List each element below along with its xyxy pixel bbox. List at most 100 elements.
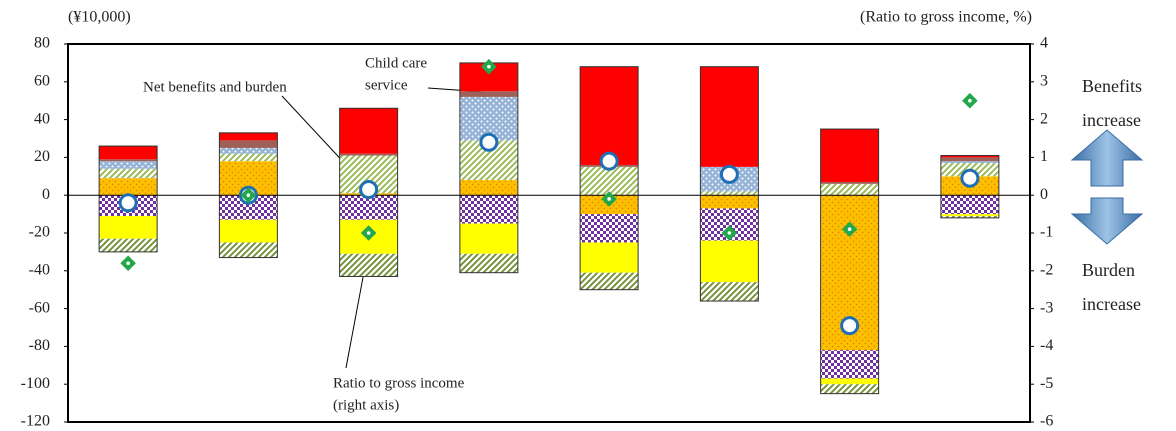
bar-segment <box>339 253 398 277</box>
annotation: (right axis) <box>333 397 399 413</box>
y-axis-label: (¥10,000) <box>68 9 131 26</box>
bar-segment <box>820 350 879 379</box>
annotation: Child care <box>365 55 427 71</box>
net-marker <box>719 164 739 184</box>
bar-segment <box>580 66 639 165</box>
ratio-marker-dot <box>126 261 130 266</box>
ratio-marker-dot <box>607 197 611 201</box>
bar-segment <box>99 146 158 160</box>
annotation: increase <box>1082 110 1141 130</box>
ratio-marker-dot <box>968 98 972 103</box>
bar-segment <box>219 132 278 141</box>
ratio-marker-dot <box>246 193 251 197</box>
bar-segment <box>219 140 278 148</box>
bar-outline <box>339 107 399 277</box>
bar-segment <box>339 153 398 156</box>
y-tick-label: -60 <box>29 299 50 316</box>
bar-segment <box>940 214 999 216</box>
y-tick-label: -40 <box>29 261 50 278</box>
annotation: Benefits <box>1082 76 1142 96</box>
net-marker <box>359 180 379 200</box>
y-tick-label: 60 <box>34 72 50 89</box>
bar-segment <box>459 180 518 196</box>
bar-segment <box>700 191 759 196</box>
y-tick-label: 0 <box>42 186 50 203</box>
bar-segment <box>459 223 518 254</box>
bar-segment <box>580 272 639 290</box>
ratio-marker <box>601 191 617 207</box>
y-tick-label: 40 <box>34 110 50 127</box>
bar-segment <box>99 161 158 169</box>
bar-segment <box>99 238 158 252</box>
y2-tick-label: 4 <box>1040 35 1048 52</box>
bar-segment <box>459 253 518 273</box>
ratio-marker <box>120 255 136 272</box>
bar-segment <box>99 215 158 239</box>
bar-segment <box>219 147 278 154</box>
ratio-marker <box>721 225 738 241</box>
bar-segment <box>219 153 278 162</box>
bar-outline <box>940 155 1000 219</box>
bar-segment <box>820 183 879 196</box>
y2-tick-label: -5 <box>1040 375 1053 392</box>
y2-tick-label: -4 <box>1040 337 1053 354</box>
double-arrow <box>1070 129 1144 245</box>
bar-segment <box>219 219 278 243</box>
y2-tick-label: -3 <box>1040 299 1053 316</box>
y2-tick-label: -1 <box>1040 224 1053 241</box>
bar-segment <box>820 129 879 182</box>
bar-segment <box>700 240 759 283</box>
bar-segment <box>940 155 999 158</box>
y2-axis-label: (Ratio to gross income, %) <box>860 9 1032 26</box>
ratio-marker <box>240 187 257 203</box>
bar-outline <box>579 66 639 291</box>
net-marker <box>118 193 138 213</box>
ratio-marker <box>360 225 377 241</box>
bar-segment <box>99 178 158 196</box>
net-marker <box>840 316 860 336</box>
y-tick-label: -100 <box>21 375 50 392</box>
bars <box>98 62 1000 395</box>
net-marker <box>960 168 980 188</box>
bar-segment <box>940 215 999 218</box>
bar-segment <box>339 108 398 154</box>
y2-tick-label: -6 <box>1040 413 1053 430</box>
bar-segment <box>940 157 999 162</box>
bar-segment <box>580 214 639 243</box>
y-tick-label: -80 <box>29 337 50 354</box>
ratio-marker-dot <box>847 227 852 232</box>
bar-segment <box>99 168 158 179</box>
y2-tick-label: -2 <box>1040 261 1053 278</box>
annotation: Ratio to gross income <box>333 375 465 391</box>
bar-outline <box>98 145 158 253</box>
y2-tick-label: 2 <box>1040 110 1048 127</box>
ratio-marker-dot <box>727 231 732 235</box>
bar-outline <box>820 128 880 395</box>
bar-segment <box>219 242 278 258</box>
y2-tick-label: 0 <box>1040 186 1048 203</box>
y-tick-label: -20 <box>29 224 50 241</box>
bar-outline <box>699 66 759 302</box>
y2-tick-label: 3 <box>1040 72 1048 89</box>
y-tick-label: -120 <box>21 413 50 430</box>
plot-frame <box>67 43 1031 423</box>
bar-segment <box>820 378 879 385</box>
ratio-marker-dot <box>487 64 491 69</box>
bar-segment <box>580 166 639 196</box>
bar-segment <box>459 91 518 97</box>
bar-segment <box>339 195 398 220</box>
bar-segment <box>940 161 999 164</box>
bar-segment <box>940 195 999 215</box>
annotation: service <box>365 77 408 93</box>
bar-segment <box>459 195 518 224</box>
ratio-marker <box>962 92 978 109</box>
net-marker <box>479 132 499 152</box>
ratio-marker <box>841 221 858 237</box>
net-marker <box>599 151 619 171</box>
annotation: Net benefits and burden <box>143 79 287 95</box>
annotation: Burden <box>1082 260 1135 280</box>
y-tick-label: 20 <box>34 148 50 165</box>
ratio-marker-dot <box>366 231 371 235</box>
bar-segment <box>580 242 639 273</box>
